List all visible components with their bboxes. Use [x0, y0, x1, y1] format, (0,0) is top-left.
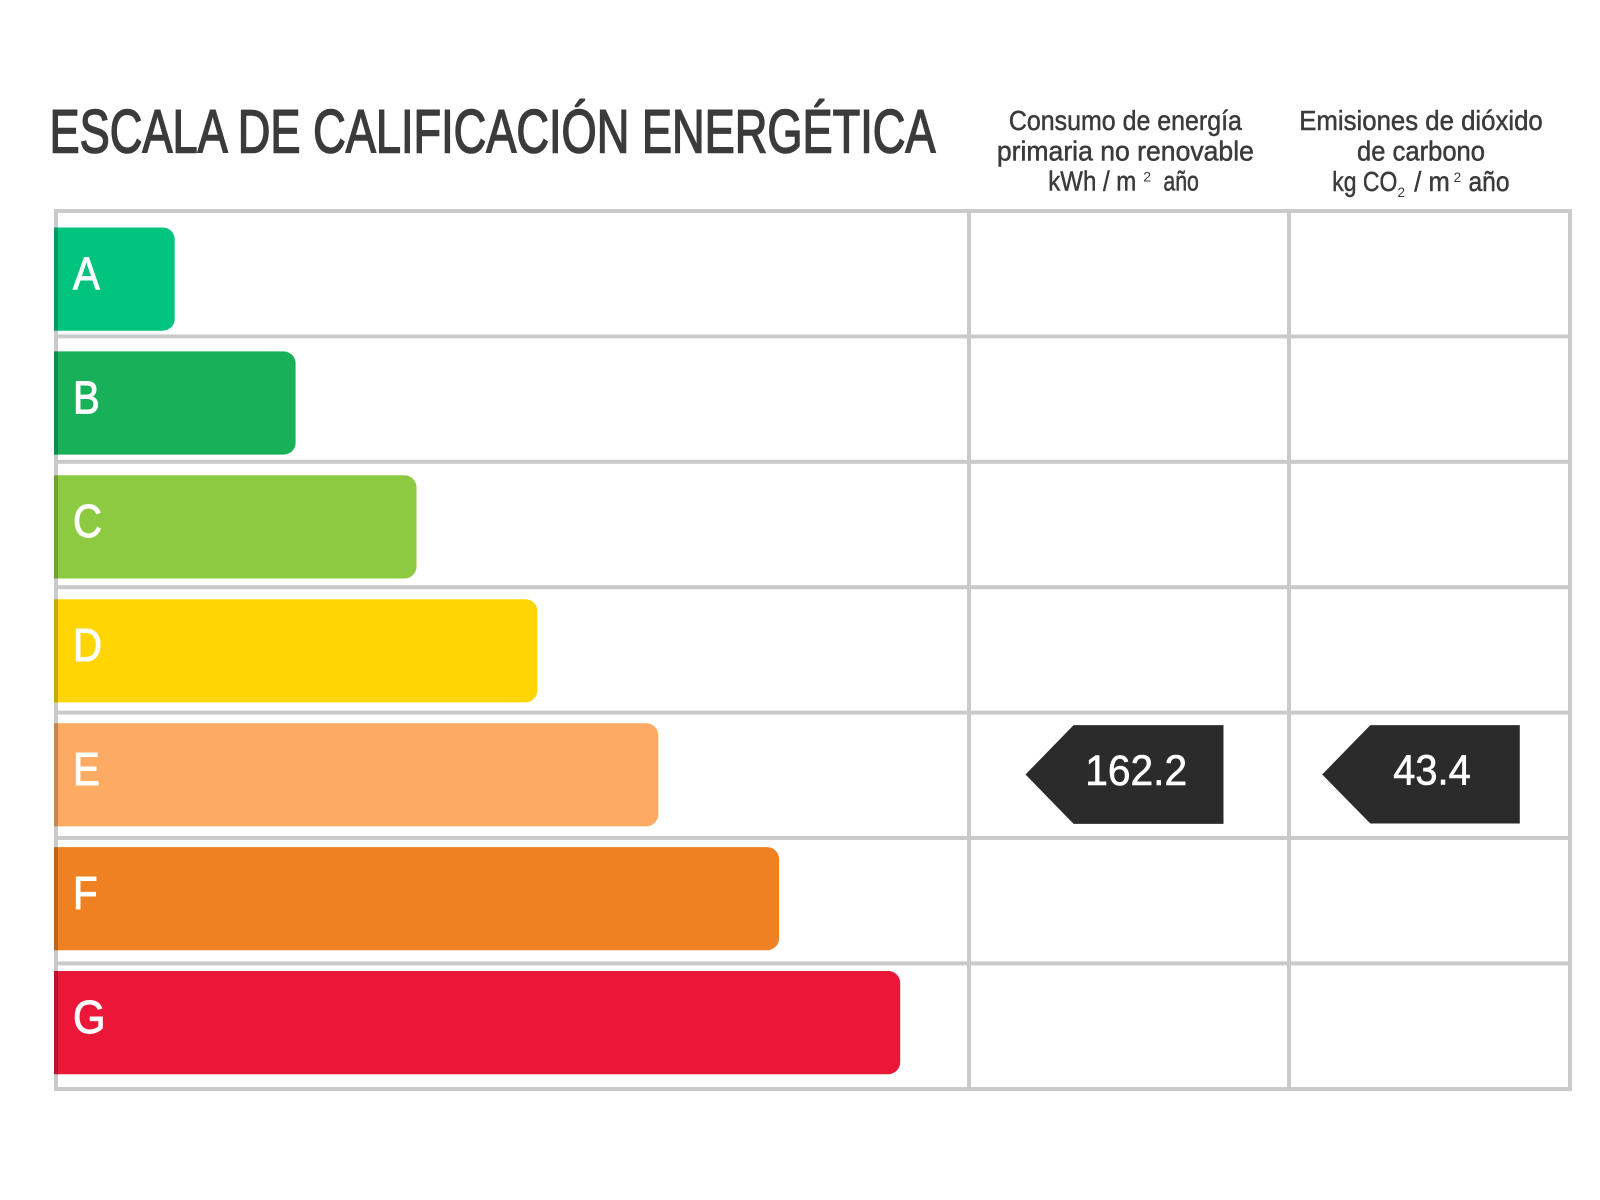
svg-text:B: B: [73, 371, 100, 423]
svg-text:2: 2: [1143, 169, 1151, 185]
svg-text:F: F: [73, 867, 98, 919]
svg-text:D: D: [73, 619, 102, 671]
svg-text:kWh / m: kWh / m: [1048, 165, 1136, 196]
svg-text:A: A: [73, 247, 100, 299]
svg-text:primaria no renovable: primaria no renovable: [997, 135, 1254, 166]
svg-text:Emisiones de dióxido: Emisiones de dióxido: [1299, 105, 1543, 136]
svg-text:162.2: 162.2: [1085, 747, 1187, 794]
svg-text:de carbono: de carbono: [1357, 136, 1485, 167]
svg-text:2: 2: [1454, 170, 1462, 185]
svg-text:G: G: [73, 991, 106, 1043]
svg-text:C: C: [73, 495, 102, 547]
svg-text:E: E: [73, 743, 100, 795]
svg-text:/ m: / m: [1414, 166, 1450, 197]
svg-text:kg CO: kg CO: [1332, 166, 1397, 197]
svg-text:Consumo de energía: Consumo de energía: [1009, 105, 1243, 136]
svg-text:43.4: 43.4: [1393, 747, 1471, 794]
svg-text:año: año: [1163, 165, 1199, 196]
svg-text:2: 2: [1398, 185, 1406, 200]
svg-text:ESCALA DE CALIFICACIÓN ENERGÉT: ESCALA DE CALIFICACIÓN ENERGÉTICA: [50, 98, 936, 167]
svg-text:año: año: [1469, 166, 1510, 197]
